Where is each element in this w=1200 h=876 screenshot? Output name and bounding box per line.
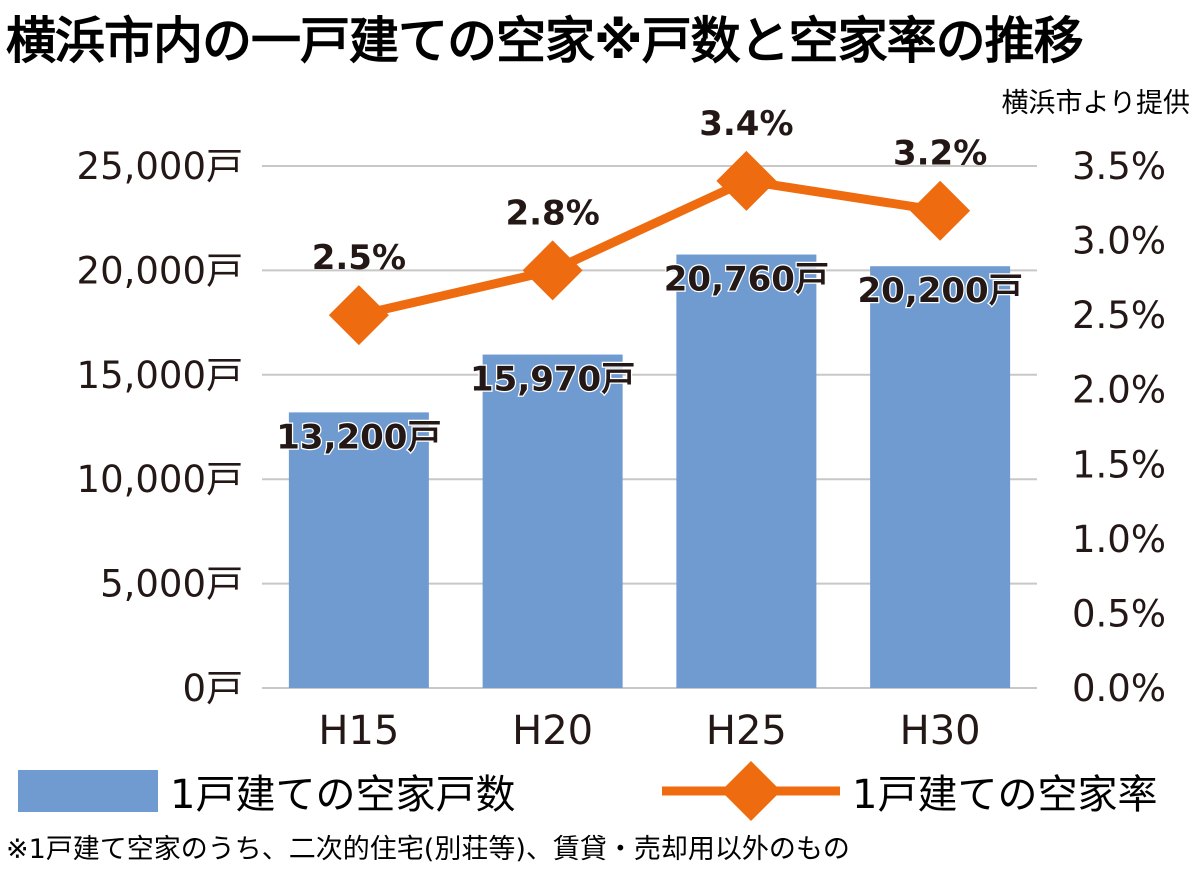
line-value-label: 3.2% — [893, 134, 987, 174]
bar-value-label: 13,200戸 — [276, 417, 441, 457]
y-left-tick-label: 20,000戸 — [77, 249, 243, 292]
x-tick-label: H25 — [706, 708, 787, 754]
y-right-tick-label: 0.5% — [1072, 592, 1166, 635]
line-value-label: 2.8% — [505, 193, 599, 233]
footnote: ※1戸建て空家のうち、二次的住宅(別荘等)、賃貸・売却用以外のもの — [6, 834, 850, 865]
source-credit: 横浜市より提供 — [1002, 88, 1190, 119]
legend: 1戸建ての空家戸数 1戸建ての空家率 — [18, 761, 1157, 821]
bar — [676, 254, 817, 689]
left-y-axis: 0戸 5,000戸 10,000戸 15,000戸 20,000戸 25,000戸 — [77, 145, 243, 710]
right-y-axis: 0.0% 0.5% 1.0% 1.5% 2.0% 2.5% 3.0% 3.5% — [1072, 145, 1166, 710]
line-value-label: 3.4% — [699, 104, 793, 144]
legend-label-bar: 1戸建ての空家戸数 — [170, 772, 515, 818]
bar-value-label: 20,200戸 — [858, 271, 1023, 311]
series-line — [357, 176, 941, 320]
y-right-tick-label: 3.5% — [1072, 145, 1166, 188]
legend-swatch-bar — [18, 770, 158, 812]
bar-value-label: 20,760戸 — [664, 260, 829, 300]
bar-value-label: 15,970戸 — [470, 360, 635, 400]
x-tick-label: H30 — [900, 708, 981, 754]
line-point-marker — [522, 240, 583, 301]
legend-label-line: 1戸建ての空家率 — [852, 772, 1157, 818]
y-left-tick-label: 15,000戸 — [77, 354, 243, 397]
bar — [288, 412, 429, 688]
y-right-tick-label: 2.0% — [1072, 369, 1166, 412]
legend-swatch-diamond — [721, 761, 781, 821]
y-right-tick-label: 1.0% — [1072, 518, 1166, 561]
chart-title: 横浜市内の一戸建ての空家※戸数と空家率の推移 — [6, 12, 1083, 70]
y-left-tick-label: 10,000戸 — [77, 458, 243, 501]
y-left-tick-label: 25,000戸 — [77, 145, 243, 188]
x-axis: H15 H20 H25 H30 — [318, 708, 980, 754]
data-labels: 13,200戸 15,970戸 20,760戸 20,200戸 2.5% 2.8% 3.4%… — [275, 104, 1024, 459]
bar-series — [288, 254, 1011, 689]
line-point-marker — [716, 150, 777, 211]
line-series — [328, 150, 971, 346]
line-point-marker — [328, 285, 389, 346]
line-point-marker — [910, 180, 971, 241]
y-right-tick-label: 3.0% — [1072, 220, 1166, 263]
y-left-tick-label: 0戸 — [182, 667, 243, 710]
y-right-tick-label: 2.5% — [1072, 294, 1166, 337]
x-tick-label: H15 — [318, 708, 399, 754]
y-right-tick-label: 1.5% — [1072, 443, 1166, 486]
x-tick-label: H20 — [512, 708, 593, 754]
y-right-tick-label: 0.0% — [1072, 667, 1166, 710]
y-left-tick-label: 5,000戸 — [100, 563, 243, 606]
bar — [870, 266, 1011, 688]
line-value-label: 2.5% — [312, 238, 406, 278]
bar — [482, 354, 623, 688]
